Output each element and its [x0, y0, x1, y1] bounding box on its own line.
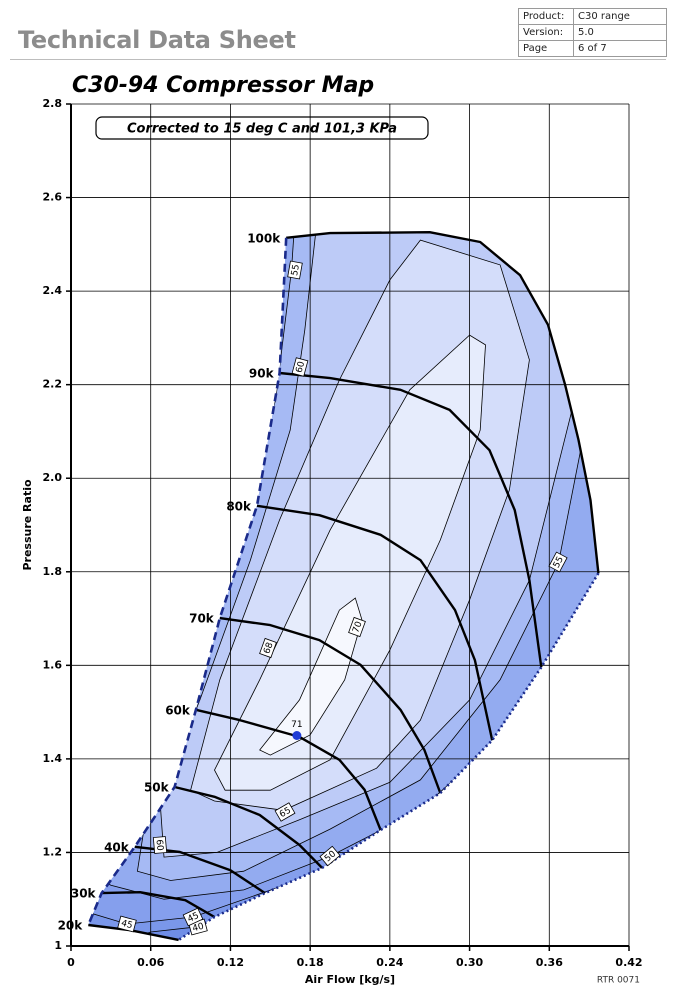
contour-label-text: 55	[552, 555, 566, 570]
contour-label: 45	[117, 915, 137, 933]
contour-label-box	[319, 845, 341, 867]
x-tick-label: 0.18	[297, 956, 324, 969]
y-tick-label: 1	[54, 939, 62, 952]
contour-label-text: 68	[262, 641, 275, 655]
contour-label: 55	[287, 260, 303, 280]
speed-line	[101, 891, 216, 919]
contour-label: 50	[319, 845, 341, 867]
x-tick-label: 0.24	[376, 956, 403, 969]
speed-line-label: 70k	[189, 612, 215, 626]
contour-label-text: 60	[154, 839, 165, 852]
plot-overlay: 0 0.06 0.12 0.18 0.24 0.30 0.36 0.42 1 1.2 1.4 1.6 1…	[43, 97, 643, 969]
contour-label-box	[548, 551, 568, 573]
contour-label-box	[117, 915, 137, 933]
chart-subtitle: Corrected to 15 deg C and 101,3 KPa	[127, 122, 397, 137]
contour-label-box	[291, 357, 309, 377]
x-tick-label: 0	[67, 956, 75, 969]
surge-line	[87, 237, 288, 926]
speed-line-label: 60k	[165, 703, 191, 717]
efficiency-contour	[214, 334, 486, 791]
subtitle-box	[95, 116, 429, 140]
contour-label: 65	[274, 802, 296, 822]
speed-line	[219, 616, 442, 794]
speed-line-label: 90k	[249, 366, 275, 380]
contour-label-text: 40	[191, 922, 205, 935]
speed-line-label: 50k	[144, 780, 170, 794]
y-axis-label: Pressure Ratio	[21, 479, 34, 571]
speed-line	[174, 785, 323, 869]
speed-line-label: 100k	[247, 231, 281, 245]
efficiency-fills	[88, 232, 599, 940]
speed-line-label: 20k	[58, 918, 84, 932]
contour-label-text: 55	[290, 264, 302, 277]
y-tick-label: 1.4	[43, 752, 63, 765]
y-tick-label: 1.6	[43, 658, 63, 671]
choke-line	[177, 572, 600, 941]
contour-label: 68	[259, 637, 277, 659]
contour-label-box	[274, 802, 296, 822]
chart-title: C30-94 Compressor Map	[72, 73, 374, 98]
contour-label-box	[152, 836, 168, 854]
contour-label: 60	[291, 357, 309, 377]
contour-label-text: 60	[295, 360, 308, 374]
speed-line-label: 30k	[71, 887, 97, 901]
contour-label-box	[182, 907, 204, 927]
contour-label-box	[259, 637, 277, 659]
y-tick-label: 1.8	[43, 565, 63, 578]
contour-label-text: 45	[186, 911, 201, 925]
contour-label: 70	[348, 616, 366, 638]
contour-label-box	[348, 616, 366, 638]
document-title: Technical Data Sheet	[18, 26, 296, 54]
y-tick-label: 2.4	[43, 284, 63, 297]
x-tick-label: 0.36	[536, 956, 563, 969]
y-tick-label: 2.6	[43, 191, 63, 204]
peak-point	[292, 731, 302, 740]
y-tick-label: 2.2	[43, 378, 63, 391]
x-tick-label: 0.30	[456, 956, 483, 969]
contour-label-text: 65	[278, 806, 293, 820]
speed-line	[279, 371, 543, 668]
speed-line	[195, 708, 382, 831]
header-rule	[10, 59, 666, 60]
x-tick-label: 0.12	[217, 956, 244, 969]
y-tick-label: 1.2	[43, 845, 63, 858]
contour-label: 45	[182, 907, 204, 927]
speed-line	[286, 231, 600, 574]
x-tick-label: 0.06	[137, 956, 164, 969]
speed-line-label: 80k	[226, 499, 252, 513]
y-tick-label: 2.8	[43, 97, 63, 110]
contour-label-text: 70	[351, 620, 364, 634]
speed-line	[256, 504, 494, 741]
contour-label: 55	[548, 551, 568, 573]
table-value: 6 of 7	[573, 40, 667, 57]
header-table: Product: C30 range Version: 5.0 Page 6 of 7	[518, 8, 667, 57]
contour-label-text: 45	[120, 919, 134, 932]
footer-code: RTR 0071	[597, 976, 640, 986]
y-tick-label: 2.0	[43, 471, 63, 484]
peak-label: 71	[291, 720, 302, 730]
x-tick-label: 0.42	[615, 956, 642, 969]
contour-label: 60	[152, 836, 168, 854]
speed-line-label: 40k	[104, 840, 130, 854]
x-axis-label: Air Flow [kg/s]	[305, 973, 395, 986]
contour-label-box	[287, 260, 303, 280]
